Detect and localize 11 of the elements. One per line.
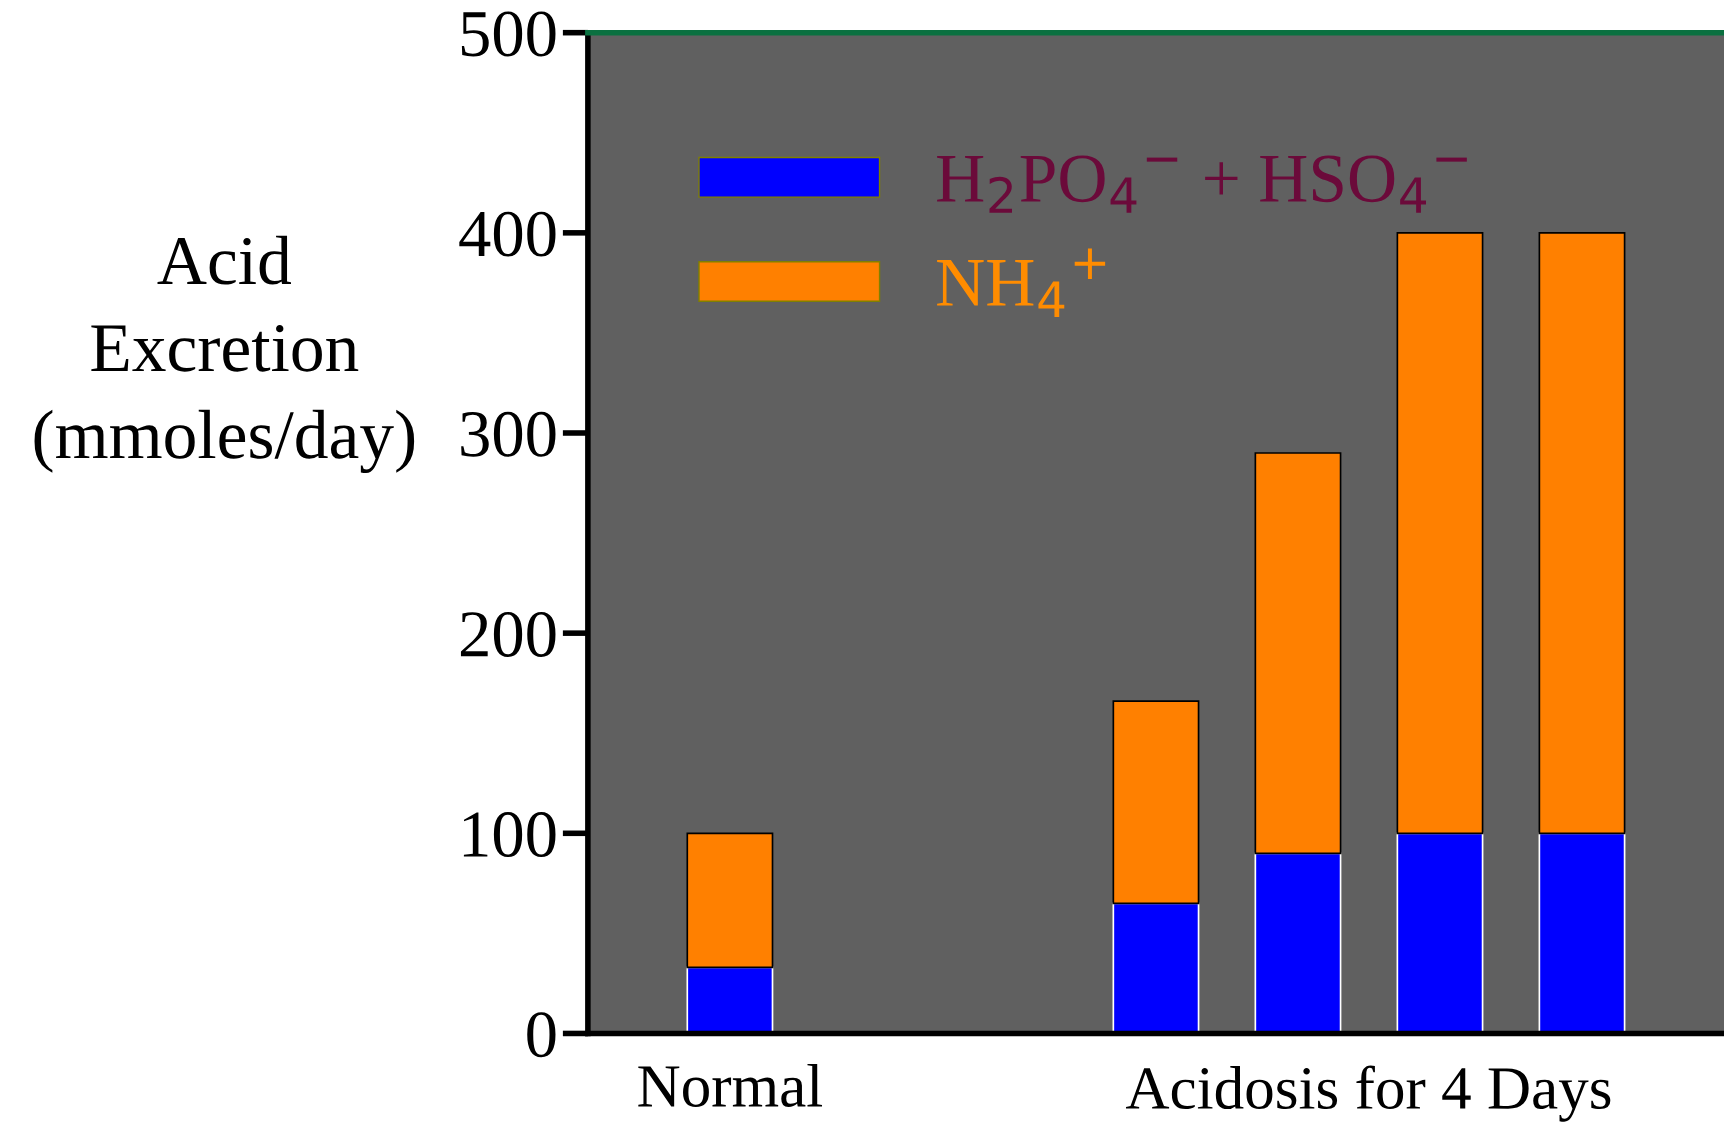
- y-tick-label: 200: [460, 611, 556, 657]
- y-tick-label: 100: [463, 812, 556, 858]
- y-tick-label: 300: [461, 411, 556, 457]
- y-axis-title: Acid Excretion (mmoles/day): [34, 235, 415, 474]
- x-tick-label: Normal: [638, 1064, 823, 1108]
- y-tick-label: 400: [459, 211, 556, 257]
- y-tick-label: 0: [527, 1012, 556, 1058]
- legend-label: NH$_{4}$$^{+}$: [937, 248, 1106, 317]
- legend-label: H$_{2}$PO$_{4}$$^{−}$ + HSO$_{4}$$^{−}$: [937, 155, 1467, 213]
- y-tick-label: 500: [461, 11, 556, 57]
- x-axis-title: Acidosis for 4 Days: [1125, 1065, 1611, 1122]
